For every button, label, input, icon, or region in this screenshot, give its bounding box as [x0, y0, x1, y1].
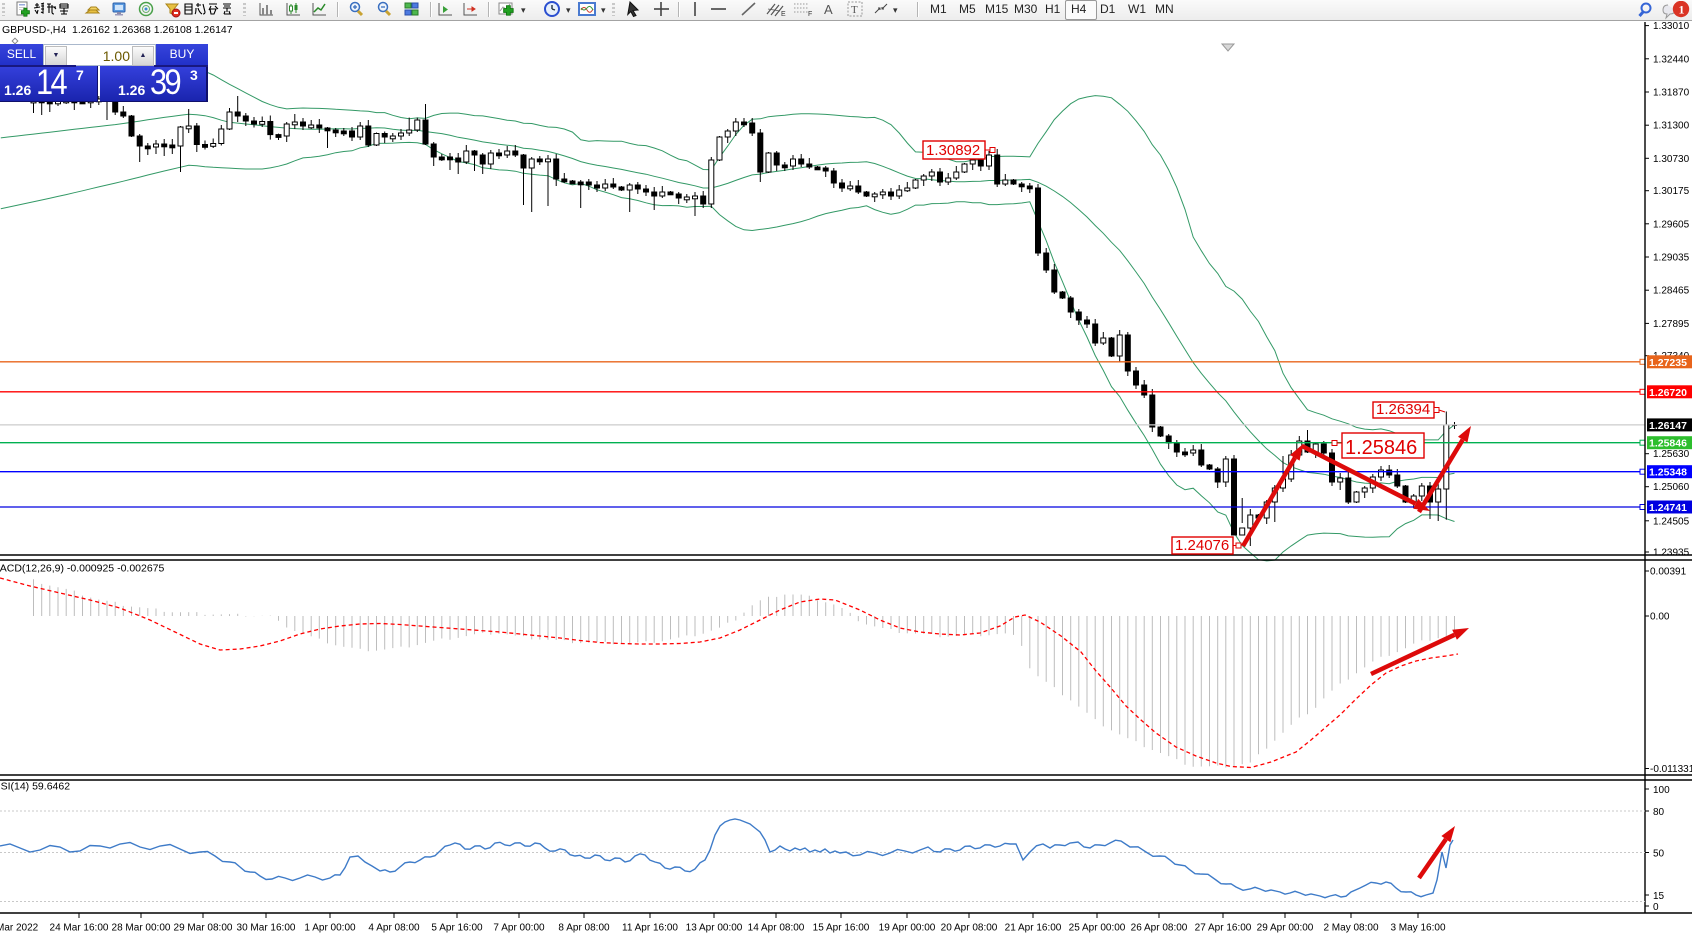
- svg-text:15: 15: [1653, 891, 1665, 902]
- svg-text:1.24505: 1.24505: [1653, 516, 1690, 527]
- svg-text:1.30892: 1.30892: [926, 142, 980, 159]
- svg-text:1.25846: 1.25846: [1345, 437, 1417, 459]
- svg-text:F: F: [808, 11, 812, 18]
- svg-text:2 May 08:00: 2 May 08:00: [1323, 923, 1378, 934]
- svg-text:1.24076: 1.24076: [1175, 537, 1229, 554]
- svg-text:1.33010: 1.33010: [1653, 21, 1690, 32]
- svg-text:30 Mar 16:00: 30 Mar 16:00: [237, 923, 296, 934]
- svg-text:1: 1: [1679, 3, 1685, 17]
- svg-text:MACD(12,26,9) -0.000925 -0.002: MACD(12,26,9) -0.000925 -0.002675: [0, 563, 165, 575]
- svg-text:29 Apr 00:00: 29 Apr 00:00: [1257, 923, 1314, 934]
- svg-text:14 Apr 08:00: 14 Apr 08:00: [748, 923, 805, 934]
- svg-text:7 Apr 00:00: 7 Apr 00:00: [493, 923, 545, 934]
- svg-text:27 Apr 16:00: 27 Apr 16:00: [1195, 923, 1252, 934]
- svg-text:8 Apr 08:00: 8 Apr 08:00: [558, 923, 610, 934]
- svg-text:20 Apr 08:00: 20 Apr 08:00: [941, 923, 998, 934]
- svg-text:24 Mar 16:00: 24 Mar 16:00: [50, 923, 109, 934]
- svg-text:100: 100: [1653, 785, 1670, 796]
- svg-text:50: 50: [1653, 849, 1665, 860]
- svg-text:0: 0: [1653, 902, 1659, 913]
- svg-text:29 Mar 08:00: 29 Mar 08:00: [174, 923, 233, 934]
- svg-text:5 Apr 16:00: 5 Apr 16:00: [431, 923, 483, 934]
- svg-text:25 Apr 00:00: 25 Apr 00:00: [1069, 923, 1126, 934]
- svg-text:1.30730: 1.30730: [1653, 154, 1690, 165]
- svg-text:21 Apr 16:00: 21 Apr 16:00: [1005, 923, 1062, 934]
- svg-text:0.00391: 0.00391: [1650, 567, 1687, 578]
- svg-text:Mar 2022: Mar 2022: [0, 923, 39, 934]
- svg-text:1.30175: 1.30175: [1653, 186, 1690, 197]
- svg-text:GBPUSD-,H4 1.26162 1.26368 1.: GBPUSD-,H4 1.26162 1.26368 1.26108 1.261…: [2, 24, 233, 36]
- svg-text:1.23935: 1.23935: [1653, 548, 1690, 559]
- svg-text:1.25846: 1.25846: [1649, 438, 1687, 450]
- svg-text:19 Apr 00:00: 19 Apr 00:00: [879, 923, 936, 934]
- svg-text:0.00: 0.00: [1650, 612, 1670, 623]
- svg-text:11 Apr 16:00: 11 Apr 16:00: [622, 923, 678, 934]
- svg-text:1.31870: 1.31870: [1653, 88, 1690, 99]
- svg-text:1.27235: 1.27235: [1649, 357, 1687, 369]
- svg-text:28 Mar 00:00: 28 Mar 00:00: [112, 923, 171, 934]
- svg-text:1.32440: 1.32440: [1653, 54, 1690, 65]
- svg-text:-0.011331: -0.011331: [1650, 764, 1692, 775]
- svg-text:1.25060: 1.25060: [1653, 482, 1690, 493]
- svg-text:1.24741: 1.24741: [1649, 502, 1687, 514]
- svg-text:80: 80: [1653, 807, 1665, 818]
- svg-text:1.28465: 1.28465: [1653, 286, 1690, 297]
- svg-text:26 Apr 08:00: 26 Apr 08:00: [1131, 923, 1188, 934]
- svg-text:1.29035: 1.29035: [1653, 253, 1690, 264]
- svg-text:1.27895: 1.27895: [1653, 319, 1690, 330]
- svg-text:1.26720: 1.26720: [1649, 387, 1687, 399]
- svg-text:1.25630: 1.25630: [1653, 449, 1690, 460]
- svg-text:15 Apr 16:00: 15 Apr 16:00: [813, 923, 870, 934]
- svg-text:13 Apr 00:00: 13 Apr 00:00: [686, 923, 743, 934]
- svg-text:1.29605: 1.29605: [1653, 219, 1690, 230]
- svg-text:1.26147: 1.26147: [1649, 420, 1687, 432]
- svg-text:1.25348: 1.25348: [1649, 467, 1687, 479]
- svg-text:E: E: [781, 11, 786, 18]
- svg-text:1.31300: 1.31300: [1653, 121, 1690, 132]
- svg-text:1.26394: 1.26394: [1376, 401, 1430, 418]
- svg-text:1 Apr 00:00: 1 Apr 00:00: [304, 923, 356, 934]
- svg-text:4 Apr 08:00: 4 Apr 08:00: [368, 923, 420, 934]
- svg-text:T: T: [851, 4, 858, 16]
- svg-text:3 May 16:00: 3 May 16:00: [1390, 923, 1445, 934]
- svg-text:RSI(14) 59.6462: RSI(14) 59.6462: [0, 781, 70, 793]
